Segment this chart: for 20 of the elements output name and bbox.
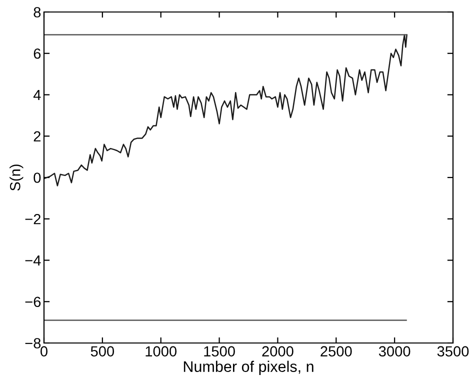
y-tick-label: 8	[34, 7, 41, 18]
y-tick-label: −2	[25, 214, 40, 224]
line-series	[44, 34, 408, 186]
x-tick-label: 1000	[146, 346, 177, 356]
y-tick-label: 6	[34, 48, 41, 59]
y-tick-label: −6	[25, 296, 41, 308]
y-tick-label: 4	[33, 90, 41, 100]
x-axis-title: Number of pixels, n	[184, 360, 314, 376]
y-axis-title: S(n)	[10, 164, 24, 191]
x-tick-label: 0	[40, 346, 48, 356]
x-tick-label: 3500	[437, 346, 469, 356]
x-tick-label: 2000	[262, 346, 294, 356]
y-tick-label: 2	[34, 131, 40, 142]
y-tick-label: 0	[34, 172, 41, 183]
x-tick-label: 500	[90, 346, 114, 356]
x-tick-label: 2500	[320, 346, 352, 356]
x-tick-label: 1500	[204, 346, 235, 356]
y-tick-label: −8	[25, 338, 41, 348]
x-tick-label: 3000	[378, 346, 410, 356]
y-tick-label: −4	[25, 256, 41, 266]
